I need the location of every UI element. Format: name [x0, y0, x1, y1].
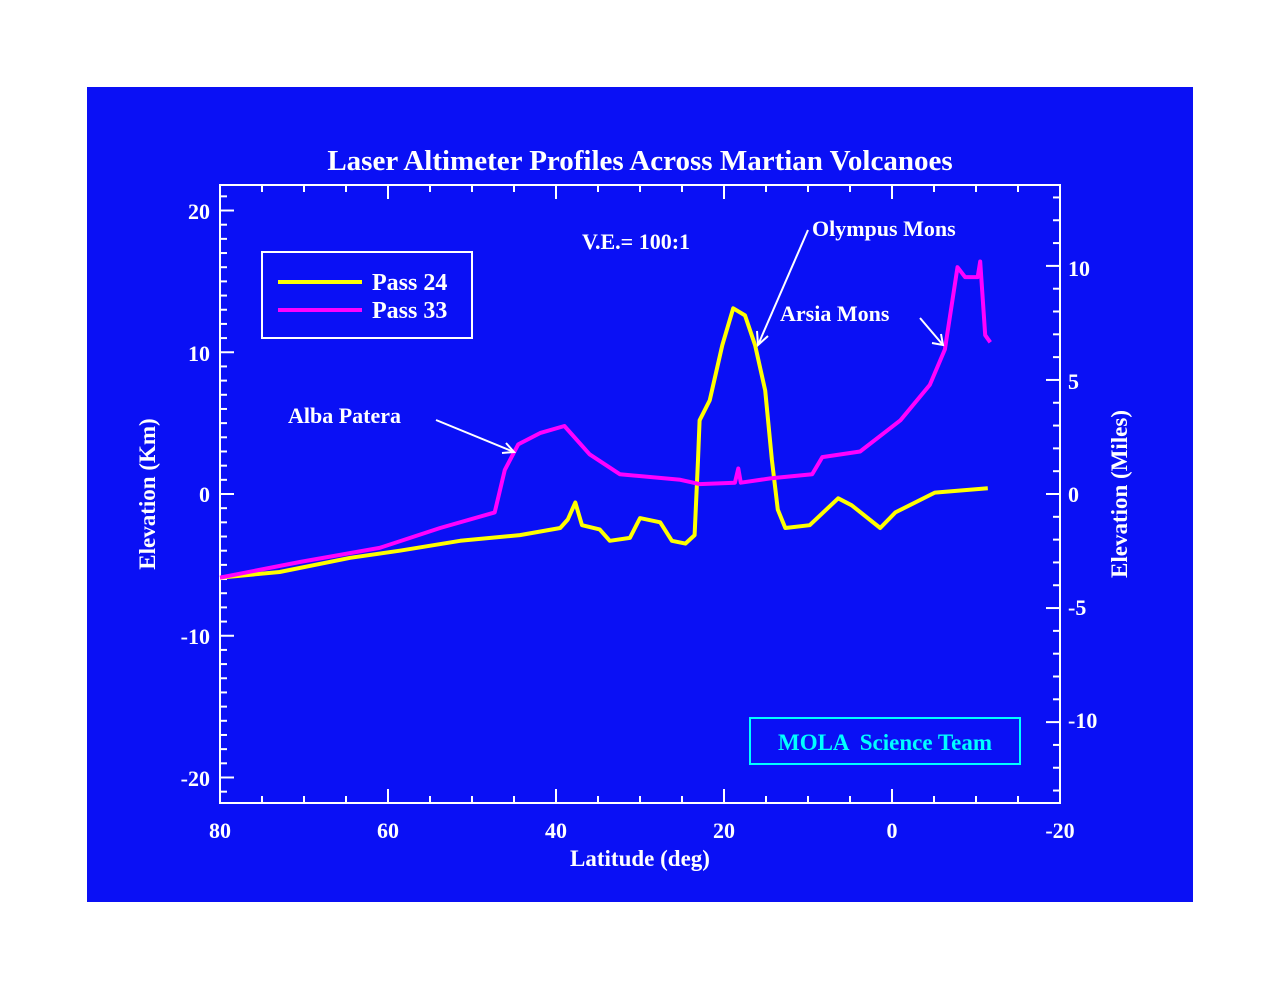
- x-tick-label: 60: [377, 818, 399, 843]
- x-tick-label: -20: [1045, 818, 1074, 843]
- annotation-alba-patera: Alba Patera: [288, 403, 401, 428]
- chart-title: Laser Altimeter Profiles Across Martian …: [327, 145, 952, 177]
- axis-ticks: [219, 185, 1061, 803]
- y-right-tick-label: 5: [1068, 369, 1079, 394]
- annotation-arrows: [435, 229, 945, 454]
- arrowhead-icon: [756, 330, 769, 348]
- y-tick-label: -20: [181, 766, 210, 791]
- y-right-tick-label: 0: [1068, 482, 1079, 507]
- credit-box: [749, 717, 1021, 765]
- x-tick-label: 80: [209, 818, 231, 843]
- y-axis-label: Elevation (Km): [135, 418, 160, 569]
- arrowhead-icon: [931, 333, 945, 347]
- x-axis-label: Latitude (deg): [570, 846, 710, 871]
- x-tick-label: 0: [887, 818, 898, 843]
- series-line-pass-24: [219, 306, 988, 580]
- y-right-tick-label: -5: [1068, 595, 1086, 620]
- arrow-alba-patera: [435, 419, 515, 453]
- credit-label: MOLA Science Team: [778, 730, 992, 755]
- y-right-tick-label: -10: [1068, 708, 1097, 733]
- legend: Pass 24 Pass 33: [261, 251, 473, 339]
- arrowhead-icon: [501, 442, 517, 454]
- y-tick-label: -10: [181, 624, 210, 649]
- y-tick-label: 10: [188, 341, 210, 366]
- y-right-axis-label: Elevation (Miles): [1107, 410, 1132, 578]
- y-tick-label: 0: [199, 482, 210, 507]
- series-lines: [219, 259, 992, 580]
- series-line-pass-33: [219, 259, 992, 580]
- arrow-arsia-mons: [919, 317, 944, 346]
- annotation-arsia-mons: Arsia Mons: [780, 301, 890, 326]
- x-tick-label: 20: [713, 818, 735, 843]
- chart-background: [87, 87, 1193, 902]
- vertical-exaggeration-label: V.E.= 100:1: [582, 229, 690, 254]
- legend-label: Pass 24: [372, 270, 447, 296]
- annotation-olympus-mons: Olympus Mons: [812, 216, 956, 241]
- y-right-tick-label: 10: [1068, 256, 1090, 281]
- legend-box: [261, 251, 473, 339]
- legend-label: Pass 33: [372, 298, 447, 324]
- y-tick-label: 20: [188, 199, 210, 224]
- x-tick-label: 40: [545, 818, 567, 843]
- arrow-olympus-mons: [757, 229, 809, 346]
